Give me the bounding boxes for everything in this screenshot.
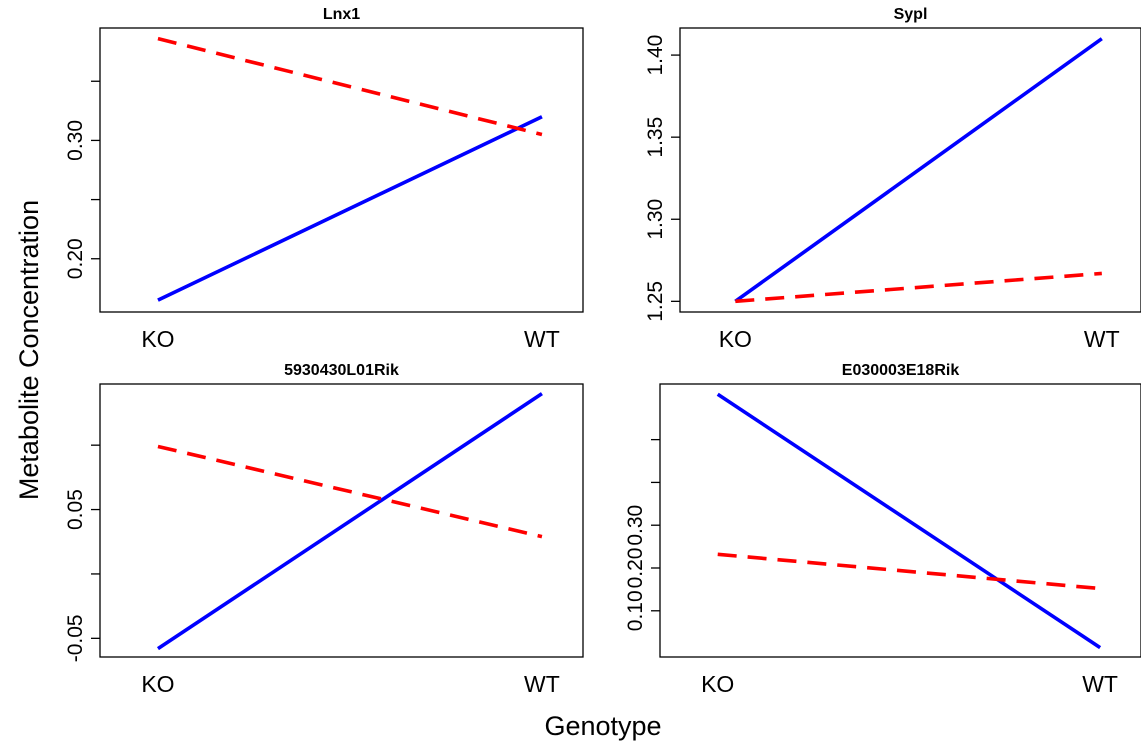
y-tick-label: 0.20: [624, 548, 647, 589]
y-tick-label: 1.30: [644, 199, 667, 240]
x-category-label: KO: [701, 671, 734, 697]
y-tick-label: -0.05: [64, 614, 87, 662]
x-category-label: WT: [1082, 671, 1118, 697]
series-line-solid: [734, 37, 1103, 303]
panel-title: Lnx1: [323, 6, 360, 23]
panel-title: E030003E18Rik: [842, 362, 960, 379]
x-category-label: WT: [524, 671, 560, 697]
x-category-label: WT: [1084, 326, 1120, 352]
y-tick-label: 1.25: [644, 281, 667, 322]
y-tick-label: 1.40: [644, 35, 667, 76]
panel-title: Sypl: [894, 6, 928, 23]
x-category-label: KO: [141, 326, 174, 352]
y-tick-label: 0.20: [64, 238, 87, 279]
series-line-solid: [156, 392, 543, 651]
panel-e030003e18rik: E030003E18Rik 0.100.200.30 KO WT: [624, 362, 1141, 697]
panel-sypl: Sypl 1.25 1.30 1.35 1.40 KO WT: [644, 6, 1141, 352]
panel-lnx1: Lnx1 0.20 0.30 KO WT: [64, 6, 584, 352]
panel-title: 5930430L01Rik: [284, 362, 399, 379]
panel-5930430l01rik: 5930430L01Rik -0.05 0.05 KO WT: [64, 362, 584, 697]
x-category-label: KO: [141, 671, 174, 697]
y-tick-label: 0.30: [64, 120, 87, 161]
x-category-label: WT: [524, 326, 560, 352]
series-line-solid: [716, 392, 1102, 650]
x-category-label: KO: [719, 326, 752, 352]
series-line-dashed: [157, 444, 543, 539]
y-tick-label: 0.05: [64, 489, 87, 530]
series-line-dashed: [735, 271, 1102, 304]
y-tick-label: 0.10: [624, 590, 647, 631]
x-axis-title: Genotype: [544, 711, 661, 741]
panel-frame: [99, 27, 584, 313]
panel-frame: [659, 383, 1141, 658]
panel-frame: [99, 383, 584, 658]
y-tick-label: 1.35: [644, 117, 667, 158]
y-axis-title: Metabolite Concentration: [14, 200, 44, 500]
series-line-solid: [157, 115, 543, 302]
series-line-dashed: [717, 552, 1101, 591]
series-line-dashed: [157, 36, 543, 137]
panel-frame: [679, 27, 1141, 313]
y-tick-label: 0.30: [624, 505, 647, 546]
